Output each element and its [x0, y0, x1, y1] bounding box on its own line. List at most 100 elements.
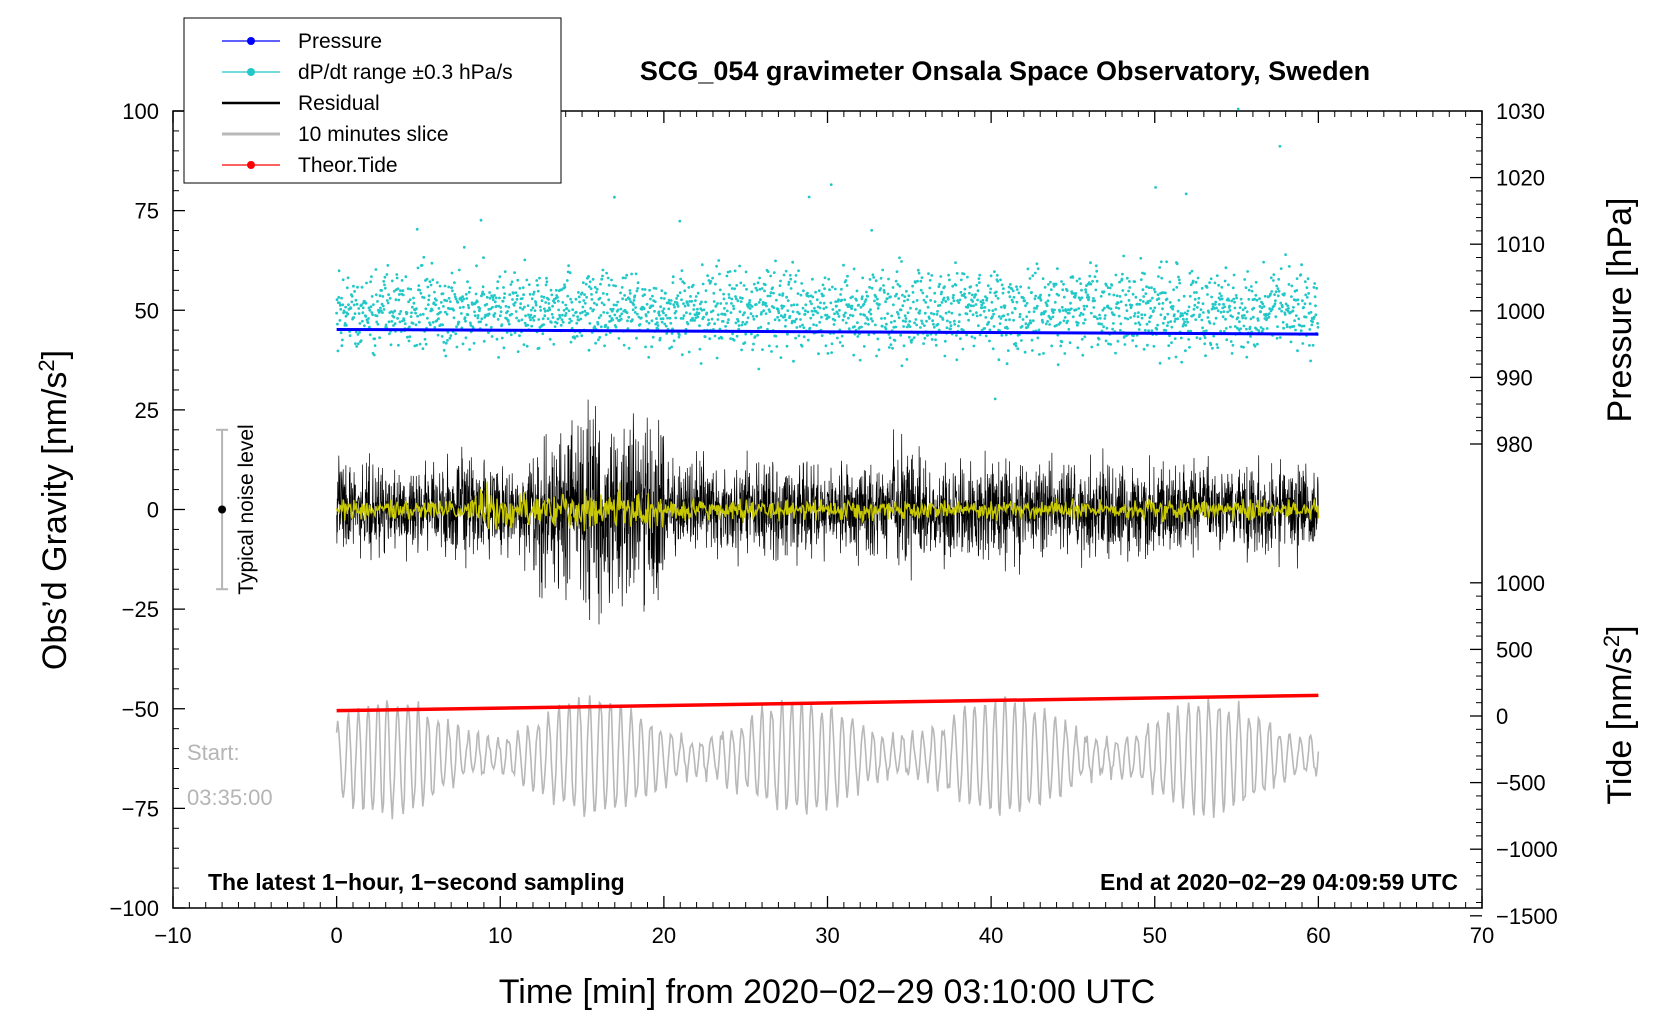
dpdt-point	[476, 314, 480, 317]
dpdt-point	[506, 310, 509, 313]
dpdt-point	[667, 307, 671, 311]
dpdt-point	[660, 296, 663, 300]
dpdt-point	[1015, 288, 1019, 291]
dpdt-point	[375, 314, 379, 318]
dpdt-point	[1241, 308, 1245, 312]
dpdt-point	[1137, 311, 1140, 314]
dpdt-point	[462, 245, 466, 249]
dpdt-point	[811, 277, 814, 281]
dpdt-point	[898, 256, 901, 260]
dpdt-point	[398, 320, 402, 324]
dpdt-point	[460, 299, 464, 303]
dpdt-point	[1074, 294, 1077, 298]
dpdt-point	[752, 317, 756, 321]
dpdt-point	[716, 302, 719, 305]
dpdt-point	[1046, 299, 1050, 303]
dpdt-point	[700, 263, 704, 267]
dpdt-point	[1050, 344, 1054, 348]
dpdt-point	[993, 270, 996, 273]
dpdt-point	[914, 281, 917, 284]
dpdt-point	[718, 327, 722, 331]
dpdt-point	[789, 277, 793, 281]
dpdt-point	[1017, 291, 1021, 295]
dpdt-point	[781, 292, 785, 295]
dpdt-point	[450, 271, 454, 275]
dpdt-point	[1018, 312, 1022, 316]
dpdt-point	[1203, 336, 1207, 340]
dpdt-point	[844, 311, 847, 315]
dpdt-point	[405, 311, 409, 315]
dpdt-point	[625, 311, 629, 314]
dpdt-point	[338, 319, 342, 322]
dpdt-point	[444, 310, 447, 314]
dpdt-point	[1173, 320, 1177, 323]
dpdt-point	[1263, 294, 1267, 298]
dpdt-point	[972, 304, 975, 308]
dpdt-point	[1199, 308, 1203, 312]
dpdt-point	[1307, 292, 1310, 295]
dpdt-point	[943, 285, 946, 289]
dpdt-point	[482, 256, 485, 259]
dpdt-point	[1228, 304, 1231, 308]
dpdt-point	[1294, 328, 1297, 332]
dpdt-point	[959, 278, 963, 282]
dpdt-point	[418, 288, 422, 292]
dpdt-point	[1186, 329, 1190, 333]
dpdt-point	[948, 321, 952, 324]
dpdt-point	[856, 335, 860, 338]
dpdt-point	[880, 324, 884, 328]
dpdt-point	[787, 280, 791, 284]
dpdt-point	[1129, 306, 1133, 310]
dpdt-point	[356, 333, 360, 336]
dpdt-point	[992, 312, 995, 316]
dpdt-point	[970, 335, 974, 339]
dpdt-point	[620, 286, 624, 289]
dpdt-point	[478, 307, 482, 310]
dpdt-point	[1093, 299, 1096, 303]
dpdt-point	[1134, 322, 1137, 325]
dpdt-point	[587, 348, 591, 352]
dpdt-point	[392, 315, 396, 319]
dpdt-point	[339, 307, 343, 311]
dpdt-point	[968, 309, 972, 313]
dpdt-point	[992, 325, 996, 328]
dpdt-point	[730, 287, 734, 290]
dpdt-point	[906, 311, 910, 315]
dpdt-point	[814, 290, 817, 294]
dpdt-point	[931, 319, 934, 323]
dpdt-point	[951, 296, 955, 300]
dpdt-point	[536, 289, 540, 293]
dpdt-point	[880, 317, 883, 320]
dpdt-point	[587, 275, 590, 278]
dpdt-point	[465, 297, 469, 300]
dpdt-point	[435, 298, 438, 302]
dpdt-point	[605, 271, 608, 275]
dpdt-point	[774, 334, 778, 338]
dpdt-point	[932, 322, 935, 326]
dpdt-point	[1105, 284, 1108, 287]
dpdt-point	[680, 353, 684, 357]
dpdt-point	[1209, 343, 1213, 347]
dpdt-point	[529, 318, 532, 322]
dpdt-point	[889, 295, 892, 299]
dpdt-point	[550, 312, 554, 316]
dpdt-point	[516, 350, 520, 353]
dpdt-point	[536, 283, 539, 287]
dpdt-point	[1036, 267, 1040, 271]
dpdt-point	[607, 298, 611, 302]
dpdt-point	[632, 299, 636, 302]
dpdt-point	[831, 285, 834, 289]
dpdt-point	[550, 293, 554, 297]
dpdt-point	[1314, 313, 1318, 317]
dpdt-point	[1316, 322, 1319, 325]
dpdt-point	[1232, 297, 1236, 301]
dpdt-point	[672, 339, 676, 343]
dpdt-point	[940, 301, 944, 304]
dpdt-point	[1197, 296, 1201, 300]
dpdt-point	[1253, 297, 1256, 301]
dpdt-point	[490, 335, 494, 338]
dpdt-point	[792, 359, 795, 363]
dpdt-point	[336, 349, 340, 353]
dpdt-point	[1188, 345, 1191, 349]
dpdt-point	[568, 271, 572, 275]
